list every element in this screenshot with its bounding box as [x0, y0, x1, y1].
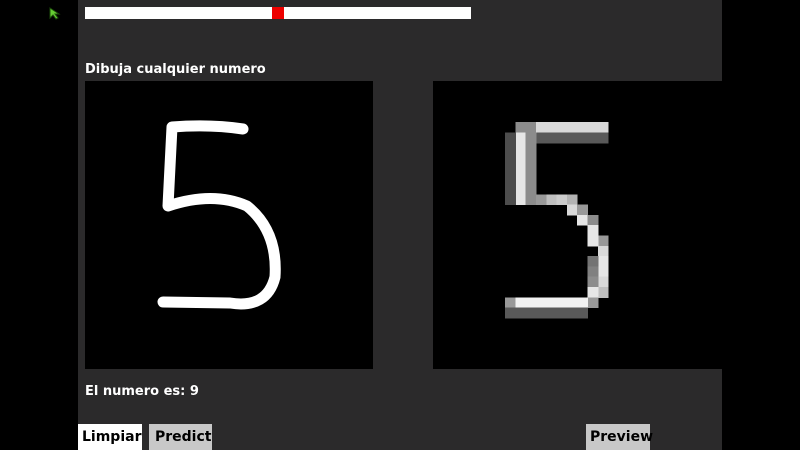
clear-button[interactable]: Limpiar: [78, 424, 142, 450]
slider-handle[interactable]: [272, 7, 284, 19]
pixelated-digit-preview: [433, 81, 722, 369]
preview-canvas: [433, 81, 722, 369]
drawing-canvas[interactable]: [85, 81, 373, 369]
drawn-digit-stroke: [85, 81, 373, 369]
mouse-cursor-icon: [48, 6, 62, 20]
predict-button[interactable]: Predict: [149, 424, 212, 450]
preview-button[interactable]: Preview: [586, 424, 650, 450]
threshold-slider[interactable]: [85, 7, 471, 19]
instruction-label: Dibuja cualquier numero: [85, 62, 266, 77]
app-window: Dibuja cualquier numero El numero es: 9 …: [78, 0, 722, 450]
prediction-result: El numero es: 9: [85, 384, 199, 399]
